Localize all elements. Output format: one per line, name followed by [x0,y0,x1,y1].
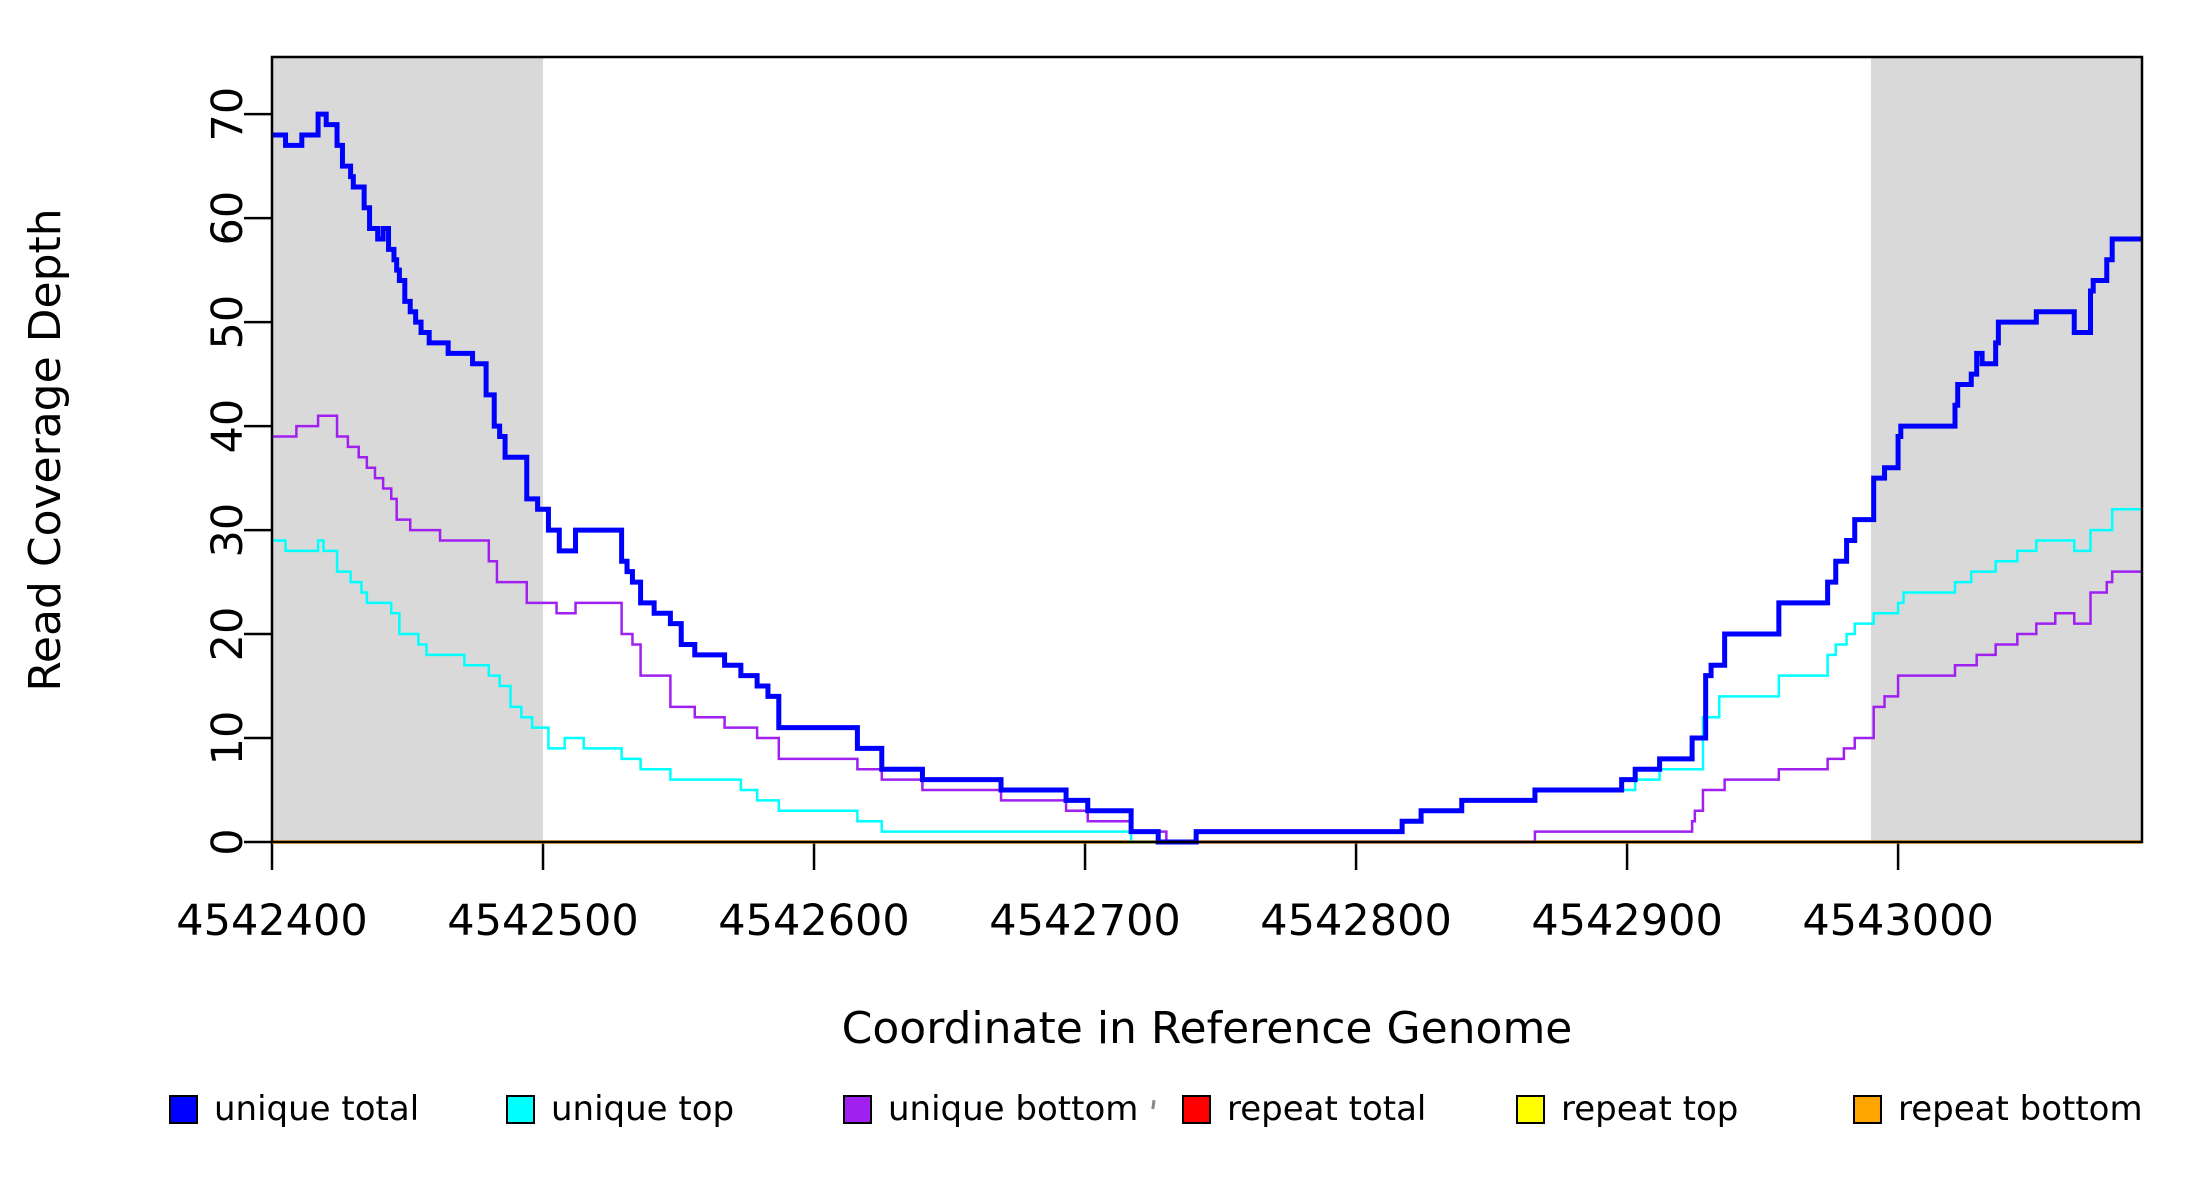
legend-label-repeat-bottom: repeat bottom [1898,1089,2143,1129]
legend-item-repeat-bottom: repeat bottom [1853,1089,2143,1129]
legend-swatch-unique-total [169,1095,198,1124]
y-axis-tick-label: 40 [203,399,253,454]
legend-item-unique-bottom: unique bottom [843,1089,1138,1129]
x-axis-tick-label: 4542400 [176,896,368,946]
legend-artifact-mark [1151,1099,1156,1110]
legend-item-unique-total: unique total [169,1089,419,1129]
x-axis-tick-label: 4542600 [718,896,910,946]
x-axis-tick-label: 4543000 [1802,896,1994,946]
series-line-unique-top [272,508,2142,844]
legend-label-repeat-total: repeat total [1227,1089,1426,1129]
series-line-unique-bottom [272,414,2142,844]
legend-label-unique-total: unique total [214,1089,419,1129]
axes: 4542400 4542500 4542600 4542700 4542800 45429… [176,87,1994,946]
legend-item-unique-top: unique top [506,1089,734,1129]
x-axis-tick-label: 4542700 [989,896,1181,946]
repeat-shaded-regions [272,57,2142,842]
y-axis-tick-label: 60 [203,191,253,246]
legend-label-unique-bottom: unique bottom [888,1089,1138,1129]
legend-label-unique-top: unique top [551,1089,734,1129]
legend-item-repeat-top: repeat top [1516,1089,1738,1129]
plot-border-box [270,55,2144,844]
y-axis-tick-label: 50 [203,295,253,350]
y-axis-tick-label: 70 [203,87,253,142]
legend-swatch-repeat-bottom [1853,1095,1882,1124]
legend-label-repeat-top: repeat top [1561,1089,1738,1129]
y-axis-tick-label: 10 [203,711,253,766]
y-axis-tick-label: 30 [203,503,253,558]
series-lines [272,111,2142,845]
legend-swatch-repeat-top [1516,1095,1545,1124]
y-axis-tick-label: 0 [203,828,253,855]
legend-item-repeat-total: repeat total [1182,1089,1426,1129]
legend-swatch-repeat-total [1182,1095,1211,1124]
x-axis-title: Coordinate in Reference Genome [842,1003,1573,1054]
series-line-unique-total [272,111,2142,845]
x-axis-tick-label: 4542900 [1531,896,1723,946]
legend: unique total unique top unique bottom re… [169,1089,2143,1129]
legend-swatch-unique-bottom [843,1095,872,1124]
left-repeat-region [272,57,544,842]
x-axis-tick-label: 4542500 [447,896,639,946]
right-repeat-region [1870,57,2142,842]
legend-swatch-unique-top [506,1095,535,1124]
y-axis-tick-label: 20 [203,607,253,662]
y-axis-title: Read Coverage Depth [20,208,71,691]
x-axis-tick-label: 4542800 [1260,896,1452,946]
